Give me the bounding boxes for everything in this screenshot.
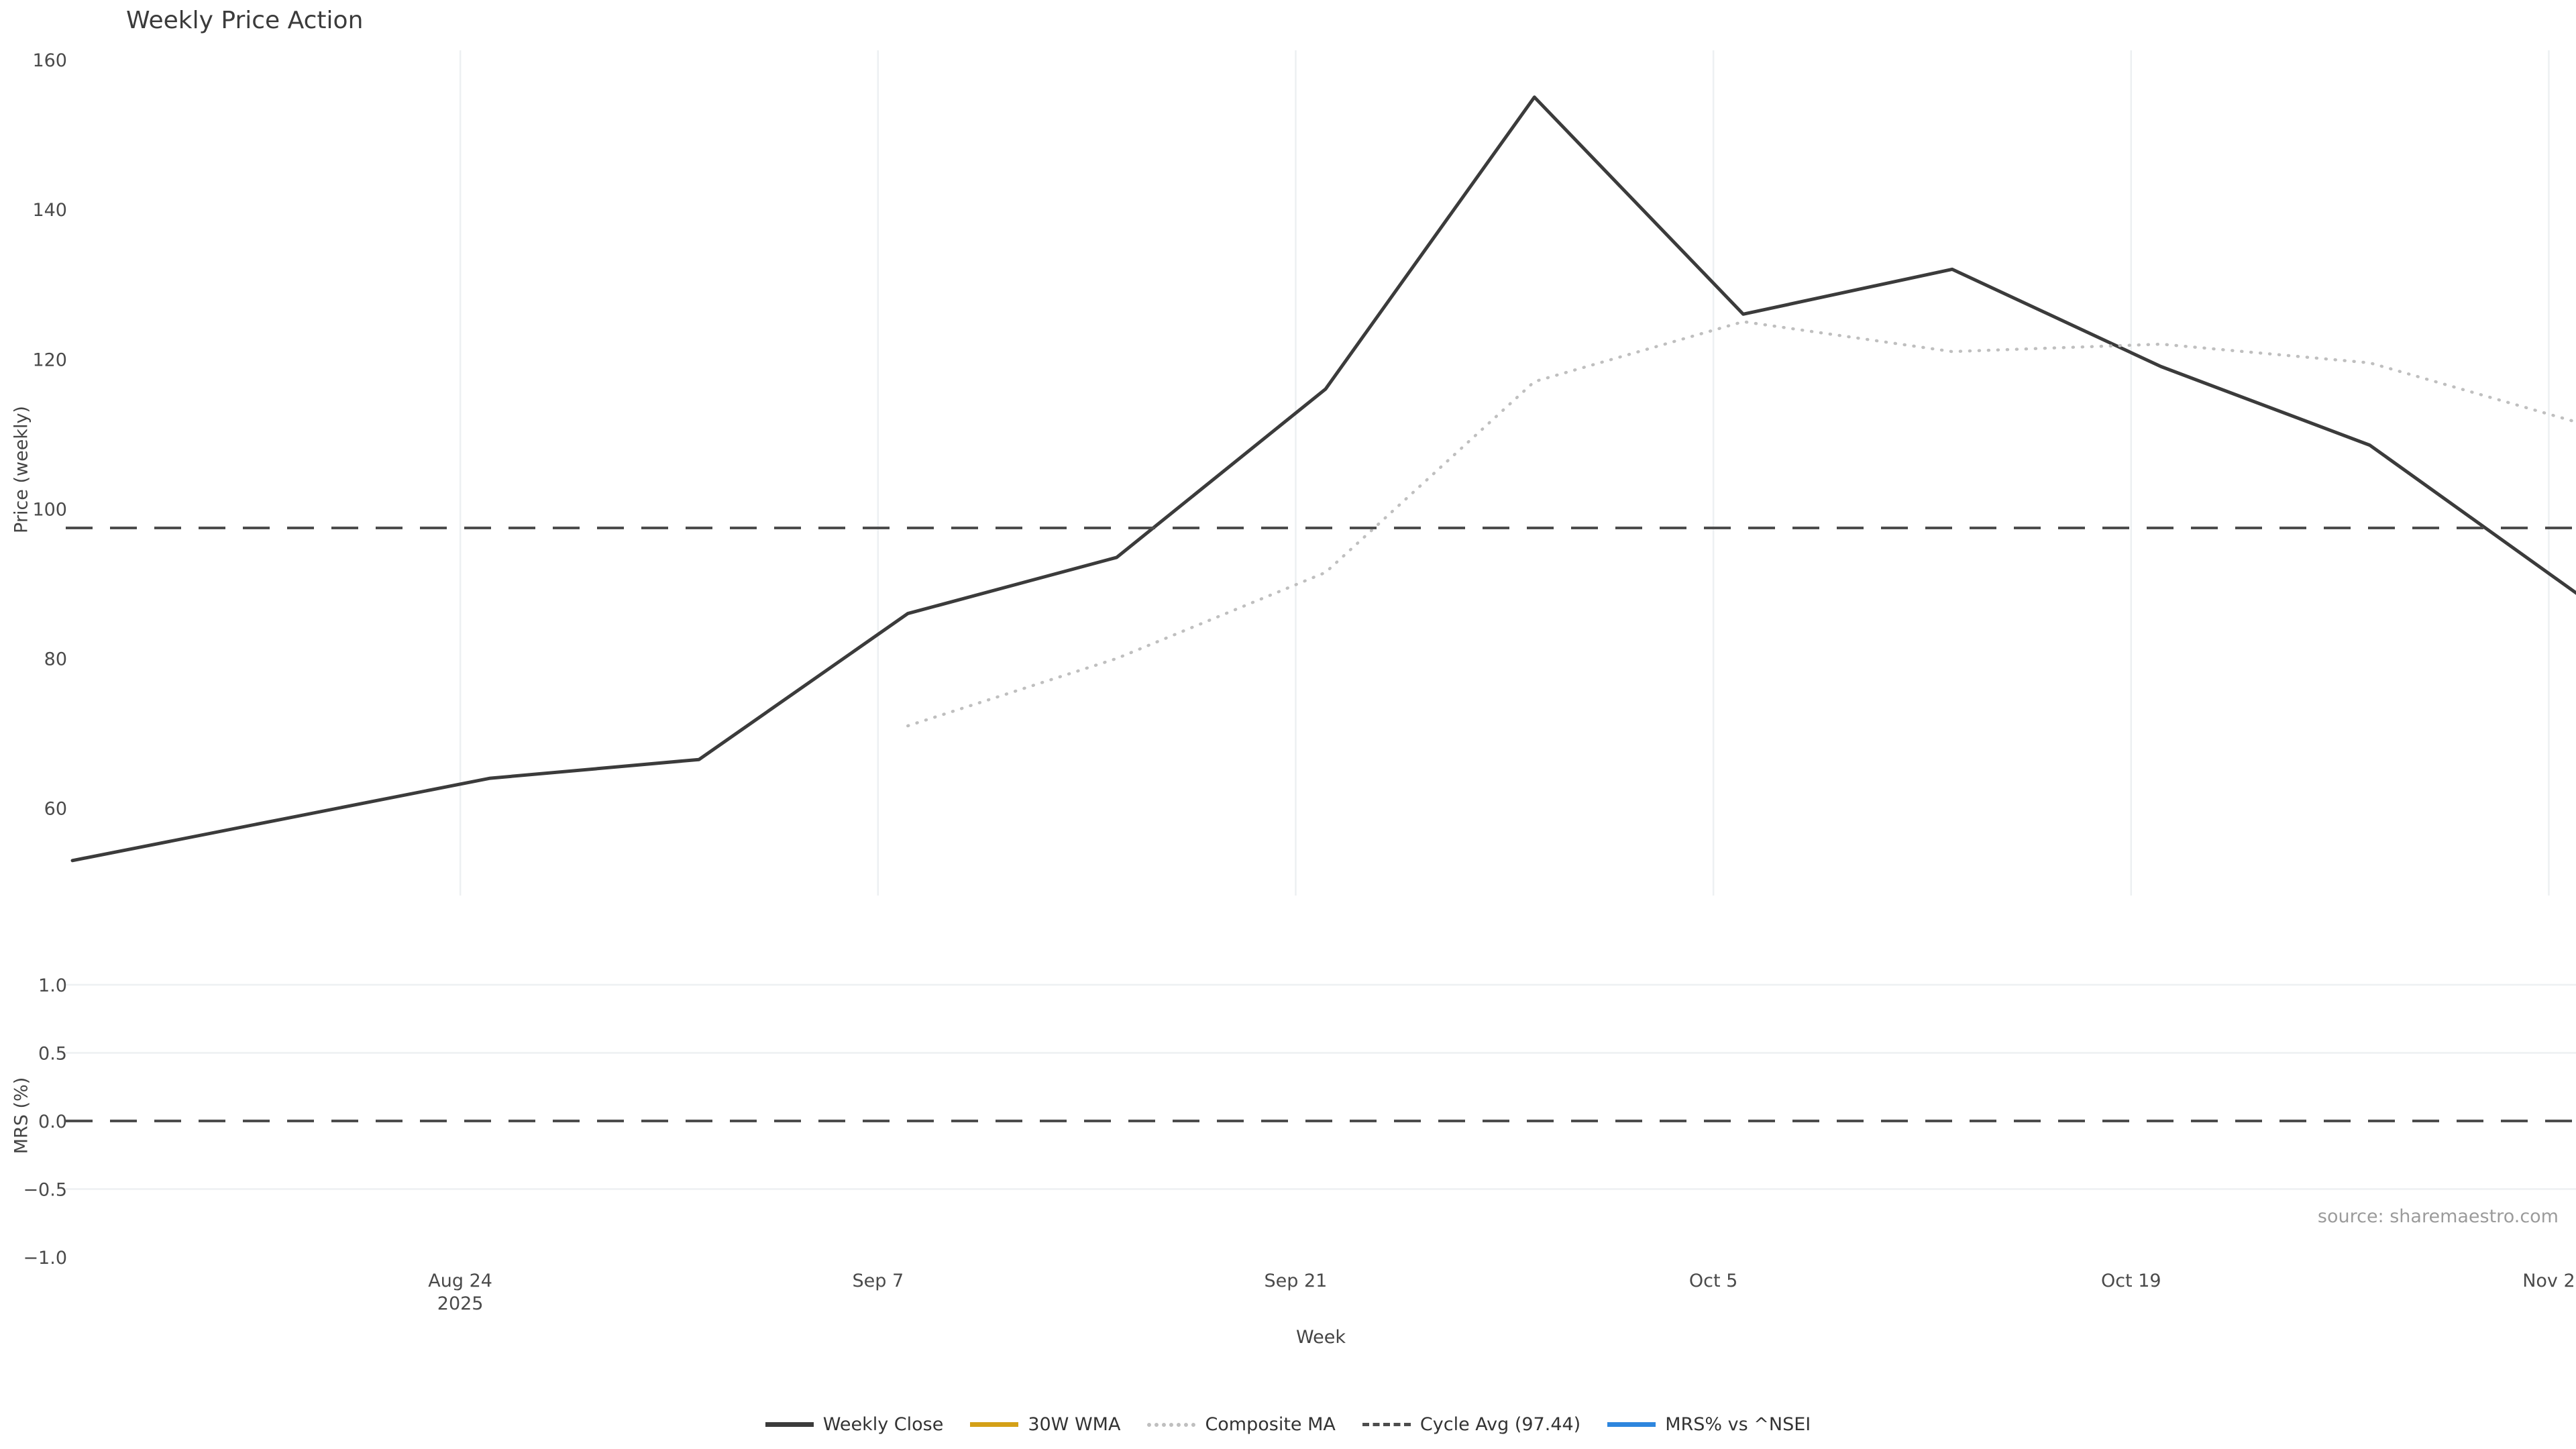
x-tick-label: Oct 5: [1689, 1271, 1737, 1291]
mrs-axis-label: MRS (%): [11, 1077, 32, 1155]
mrs-tick-label: −1.0: [23, 1248, 67, 1269]
source-annotation: source: sharemaestro.com: [2317, 1206, 2559, 1227]
price-tick-label: 160: [32, 50, 67, 71]
composite-ma-line-swatch: [1147, 1422, 1196, 1427]
legend-item-cycle-avg[interactable]: Cycle Avg (97.44): [1362, 1414, 1580, 1435]
x-tick-label: Sep 7: [852, 1271, 904, 1291]
mrs-tick-label: 0.5: [38, 1044, 67, 1065]
price-axis-label: Price (weekly): [11, 406, 32, 533]
legend-item-mrs[interactable]: MRS% vs ^NSEI: [1607, 1414, 1811, 1435]
price-tick-label: 140: [32, 200, 67, 221]
legend-label: Weekly Close: [822, 1414, 944, 1435]
price-tick-label: 100: [32, 499, 67, 520]
legend-label: MRS% vs ^NSEI: [1665, 1414, 1811, 1435]
mrs-tick-label: −0.5: [23, 1180, 67, 1201]
legend-item-weekly-close[interactable]: Weekly Close: [765, 1414, 944, 1435]
mrs-tick-label: 0.0: [38, 1112, 67, 1132]
legend: Weekly Close 30W WMA Composite MA Cycle …: [0, 1414, 2576, 1435]
weekly-close-line: [70, 95, 2576, 863]
legend-item-composite-ma[interactable]: Composite MA: [1147, 1414, 1336, 1435]
price-tick-label: 60: [44, 799, 67, 820]
chart-title: Weekly Price Action: [126, 7, 364, 34]
mrs-line-swatch: [1607, 1422, 1656, 1427]
x-tick-label: Oct 19: [2101, 1271, 2161, 1291]
price-tick-label: 80: [44, 649, 67, 670]
x-tick-label: Nov 2: [2522, 1271, 2575, 1291]
x-tick-label: Aug 24: [428, 1271, 492, 1291]
x-tick-label: Sep 21: [1265, 1271, 1328, 1291]
weekly-close-line-swatch: [765, 1422, 814, 1427]
mrs-tick-label: 1.0: [38, 975, 67, 996]
x-tick-sublabel: 2025: [437, 1293, 484, 1314]
cycle-avg-line-swatch: [1362, 1423, 1411, 1426]
legend-label: Cycle Avg (97.44): [1419, 1414, 1581, 1435]
legend-item-30w-wma[interactable]: 30W WMA: [970, 1414, 1120, 1435]
legend-label: Composite MA: [1205, 1414, 1336, 1435]
wma-line-swatch: [970, 1422, 1019, 1427]
x-axis-label: Week: [1296, 1327, 1346, 1348]
price-tick-label: 120: [32, 350, 67, 370]
legend-label: 30W WMA: [1028, 1414, 1121, 1435]
